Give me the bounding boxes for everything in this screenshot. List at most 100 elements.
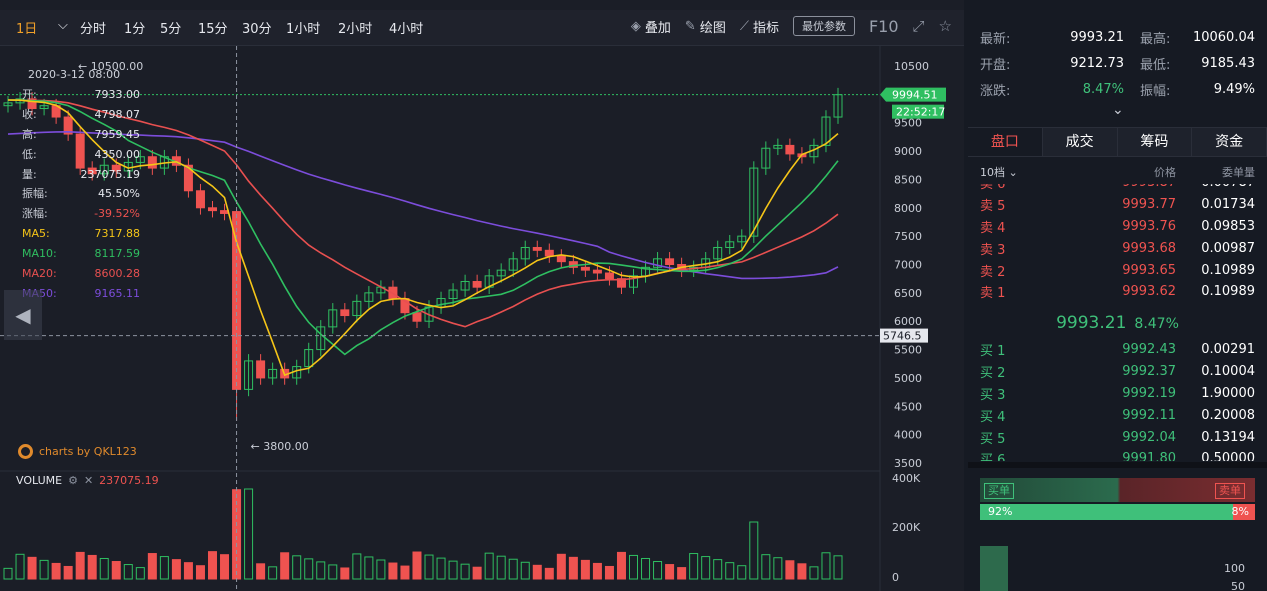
- scroll-left-button[interactable]: ◀: [4, 290, 42, 340]
- close-icon[interactable]: ✕: [83, 474, 94, 487]
- volume-bar: [809, 566, 819, 580]
- interval-3[interactable]: 1分: [124, 22, 146, 37]
- stat-key: 涨跌:: [980, 83, 1011, 99]
- tab-1[interactable]: 成交: [1042, 128, 1118, 156]
- level-qty: 0.00291: [1201, 342, 1255, 358]
- interval-2[interactable]: 分时: [80, 22, 107, 37]
- bid-row[interactable]: 买 4 9992.11 0.20008: [968, 404, 1267, 426]
- stat-key: 最新:: [980, 31, 1011, 47]
- bid-row[interactable]: 买 6 9991.80 0.50000: [968, 448, 1267, 461]
- ask-row[interactable]: 卖 3 9993.68 0.00987: [968, 237, 1267, 259]
- candle-body: [653, 258, 663, 268]
- interval-6[interactable]: 30分: [242, 22, 272, 37]
- volume-bar: [496, 555, 506, 580]
- interval-9[interactable]: 4小时: [389, 22, 424, 37]
- crosshair-price-label: 5746.5: [883, 330, 922, 343]
- candle-body: [3, 102, 13, 107]
- chevron-down-icon[interactable]: ⌄: [1112, 102, 1124, 118]
- bid-row[interactable]: 买 2 9992.37 0.10004: [968, 361, 1267, 383]
- interval-0[interactable]: 1日: [16, 22, 38, 37]
- price-tick: 4000: [894, 429, 922, 442]
- volume-bar: [340, 567, 350, 580]
- indicator-button[interactable]: ⟋ 指标: [740, 17, 779, 36]
- info-row: 开: 7933.00: [22, 85, 140, 105]
- layers-icon: ◈: [630, 18, 641, 34]
- candle-body: [520, 246, 530, 260]
- level-name: 卖 3: [980, 242, 1006, 258]
- settings-icon[interactable]: ⚙: [68, 474, 78, 487]
- candle-body: [833, 94, 843, 118]
- draw-label: 绘图: [699, 20, 726, 36]
- info-row: 涨幅: -39.52%: [22, 204, 140, 224]
- level-name: 买 2: [980, 366, 1006, 382]
- interval-1[interactable]: ⌵: [58, 18, 68, 33]
- tab-0[interactable]: 盘口: [968, 128, 1043, 156]
- candle-body: [448, 289, 458, 300]
- volume-bar: [328, 564, 338, 580]
- candle-body: [580, 266, 590, 271]
- ratio-sell-pct: 8%: [1231, 505, 1249, 518]
- volume-bar: [27, 556, 37, 580]
- level-name: 买 3: [980, 387, 1006, 403]
- candle-body: [27, 98, 37, 110]
- interval-8[interactable]: 2小时: [338, 22, 373, 37]
- candle-body: [749, 167, 759, 237]
- f10-button[interactable]: F10: [868, 16, 899, 36]
- countdown-tag: [892, 104, 944, 119]
- level-price: 9992.11: [1122, 407, 1176, 423]
- depth-select[interactable]: 10档 ⌄: [980, 164, 1080, 180]
- bid-row[interactable]: 买 1 9992.43 0.00291: [968, 339, 1267, 361]
- interval-4[interactable]: 5分: [160, 22, 182, 37]
- ask-row[interactable]: 卖 2 9993.65 0.10989: [968, 259, 1267, 281]
- interval-7[interactable]: 1小时: [286, 22, 321, 37]
- ma20-line: [7, 99, 839, 328]
- tab-2[interactable]: 筹码: [1117, 128, 1193, 156]
- level-qty: 0.10989: [1201, 262, 1255, 278]
- fullscreen-icon[interactable]: ⤢: [912, 17, 925, 35]
- interval-5[interactable]: 15分: [198, 22, 228, 37]
- ma10-line: [7, 99, 839, 356]
- info-row: 量: 237075.19: [22, 165, 140, 185]
- info-key: 高:: [22, 127, 37, 141]
- ask-row[interactable]: 卖 6 9993.870.00787: [968, 184, 1267, 194]
- ask-row[interactable]: 卖 1 9993.62 0.10989: [968, 281, 1267, 303]
- volume-bar: [821, 552, 831, 580]
- bid-row[interactable]: 买 3 9992.19 1.90000: [968, 383, 1267, 405]
- candle-body: [604, 272, 614, 280]
- tab-3[interactable]: 资金: [1192, 128, 1267, 156]
- price-tick: 5500: [894, 344, 922, 357]
- info-value: 8117.59: [94, 247, 141, 261]
- level-price: 9992.04: [1122, 429, 1176, 445]
- current-price-tag: [880, 87, 946, 102]
- ask-row[interactable]: 卖 4 9993.76 0.09853: [968, 216, 1267, 238]
- toolbar-actions: ◈ 叠加 ✎ 绘图 ⟋ 指标 最优参数 F10 ⤢ ☆: [631, 16, 952, 36]
- ma50-line: [7, 130, 839, 280]
- candle-body: [713, 246, 723, 260]
- draw-button[interactable]: ✎ 绘图: [685, 17, 726, 36]
- overlay-button[interactable]: ◈ 叠加: [631, 17, 671, 36]
- chart-line-icon: ⟋: [739, 18, 749, 34]
- volume-label: VOLUME: [16, 474, 63, 487]
- volume-bar: [436, 557, 446, 580]
- candle-body: [785, 144, 795, 155]
- overlay-label: 叠加: [644, 20, 671, 36]
- star-icon[interactable]: ☆: [938, 17, 952, 35]
- volume-bar: [544, 567, 554, 580]
- candle-body: [183, 164, 193, 192]
- chevron-down-icon: ⌄: [1008, 166, 1018, 179]
- volume-bar: [352, 553, 362, 580]
- volume-bar: [677, 567, 687, 580]
- info-key: 振幅:: [22, 187, 48, 201]
- price-tick: 6000: [894, 315, 922, 328]
- market-panel: 最新: 9993.21 最高: 10060.04 开盘: 9212.73 最低: 9185.4…: [968, 0, 1267, 591]
- bid-row[interactable]: 买 5 9992.04 0.13194: [968, 426, 1267, 448]
- candle-body: [737, 235, 747, 243]
- candle-body: [460, 281, 470, 291]
- volume-bar: [629, 554, 639, 580]
- level-qty: 0.20008: [1201, 407, 1255, 423]
- best-param-button[interactable]: 最优参数: [792, 16, 855, 36]
- volume-bar: [51, 562, 61, 580]
- kline-chart[interactable]: 1050010000950090008500800075007000650060…: [0, 46, 964, 591]
- level-name: 买 5: [980, 431, 1006, 447]
- ask-row[interactable]: 卖 5 9993.77 0.01734: [968, 194, 1267, 216]
